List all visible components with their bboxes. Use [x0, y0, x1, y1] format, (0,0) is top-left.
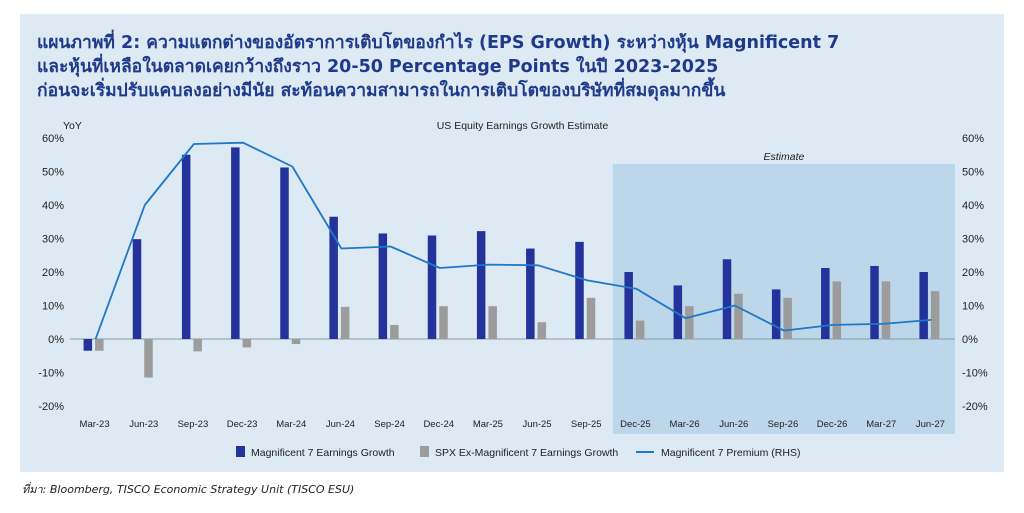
mag7-bar	[919, 272, 928, 339]
spx-ex-mag7-bar	[832, 281, 842, 339]
y-right-tick-label: 50%	[962, 167, 984, 179]
x-tick-label: Mar-24	[276, 419, 306, 430]
legend-spx-swatch	[420, 446, 429, 457]
spx-ex-mag7-bar	[439, 306, 448, 339]
spx-ex-mag7-bar	[488, 306, 497, 339]
y-right-tick-label: 30%	[962, 234, 984, 246]
mag7-bar	[83, 339, 93, 351]
title-line-1: แผนภาพที่ 2: ความแตกต่างของอัตราการเติบโ…	[37, 33, 840, 53]
spx-ex-mag7-bar	[340, 306, 350, 339]
estimate-label: Estimate	[763, 151, 804, 163]
x-tick-label: Mar-26	[670, 419, 700, 430]
spx-ex-mag7-bar	[734, 293, 743, 339]
title-line-2: และหุ้นที่เหลือในตลาดเคยกว้างถึงราว 20-5…	[37, 57, 719, 77]
x-tick-label: Sep-26	[768, 419, 799, 430]
spx-ex-mag7-bar	[685, 306, 694, 339]
mag7-bar	[280, 167, 289, 339]
mag7-bar	[821, 267, 830, 339]
y-left-tick-label: -10%	[38, 368, 64, 380]
y-axis-label: YoY	[63, 120, 82, 132]
legend-mag7-swatch	[236, 446, 245, 457]
mag7-bar	[722, 259, 732, 339]
y-right-tick-label: 0%	[962, 334, 978, 346]
y-left-tick-label: 30%	[42, 234, 64, 246]
mag7-bar	[427, 235, 437, 339]
x-tick-label: Sep-23	[178, 419, 209, 430]
spx-ex-mag7-bar	[144, 339, 153, 378]
x-tick-label: Jun-26	[719, 419, 748, 430]
spx-ex-mag7-bar	[390, 324, 399, 339]
spx-ex-mag7-bar	[930, 291, 940, 339]
spx-ex-mag7-bar	[291, 339, 301, 345]
y-left-tick-label: 20%	[42, 267, 64, 279]
legend-mag7-label: Magnificent 7 Earnings Growth	[251, 447, 395, 459]
mag7-bar	[476, 231, 486, 339]
mag7-bar	[526, 248, 535, 339]
x-tick-label: Mar-27	[866, 419, 896, 430]
y-left-tick-label: 60%	[42, 133, 64, 145]
title-line-3: ก่อนจะเริ่มปรับแคบลงอย่างมีนัย สะท้อนควา…	[37, 81, 726, 101]
mag7-bar	[870, 265, 879, 339]
mag7-bar	[624, 272, 633, 339]
y-right-tick-label: 40%	[962, 200, 984, 212]
legend-spx-label: SPX Ex-Magnificent 7 Earnings Growth	[435, 447, 618, 459]
mag7-bar	[378, 233, 388, 339]
y-right-tick-label: 10%	[962, 301, 984, 313]
y-left-tick-label: -20%	[38, 401, 64, 413]
x-tick-label: Jun-27	[916, 419, 945, 430]
x-tick-label: Dec-24	[423, 419, 454, 430]
y-left-tick-label: 50%	[42, 167, 64, 179]
y-right-tick-label: -20%	[962, 401, 988, 413]
y-right-tick-label: 60%	[962, 133, 984, 145]
source-note: ที่มา: Bloomberg, TISCO Economic Strateg…	[22, 483, 355, 496]
mag7-bar	[329, 216, 338, 339]
y-left-tick-label: 0%	[48, 334, 64, 346]
page-title: แผนภาพที่ 2: ความแตกต่างของอัตราการเติบโ…	[37, 31, 997, 103]
mag7-bar	[231, 147, 240, 339]
x-tick-label: Sep-25	[571, 419, 602, 430]
spx-ex-mag7-bar	[586, 297, 596, 339]
y-right-tick-label: 20%	[962, 267, 984, 279]
x-tick-label: Jun-24	[326, 419, 355, 430]
x-tick-label: Dec-26	[817, 419, 848, 430]
x-tick-label: Sep-24	[374, 419, 405, 430]
spx-ex-mag7-bar	[242, 339, 252, 348]
x-tick-label: Jun-23	[129, 419, 158, 430]
legend-premium-label: Magnificent 7 Premium (RHS)	[661, 447, 800, 459]
x-tick-label: Jun-25	[523, 419, 552, 430]
spx-ex-mag7-bar	[537, 322, 547, 339]
mag7-bar	[771, 289, 781, 339]
spx-ex-mag7-bar	[635, 320, 645, 339]
x-tick-label: Dec-23	[227, 419, 258, 430]
premium-line	[94, 141, 932, 340]
chart-title: US Equity Earnings Growth Estimate	[437, 120, 609, 132]
x-tick-label: Mar-23	[80, 419, 110, 430]
y-left-tick-label: 40%	[42, 200, 64, 212]
x-tick-label: Mar-25	[473, 419, 503, 430]
mag7-bar	[181, 154, 191, 339]
spx-ex-mag7-bar	[783, 297, 792, 339]
mag7-bar	[575, 241, 584, 339]
spx-ex-mag7-bar	[881, 281, 891, 339]
spx-ex-mag7-bar	[193, 339, 202, 352]
y-right-tick-label: -10%	[962, 368, 988, 380]
mag7-bar	[673, 285, 683, 339]
y-left-tick-label: 10%	[42, 301, 64, 313]
mag7-bar	[132, 239, 142, 339]
spx-ex-mag7-bar	[95, 339, 104, 351]
x-tick-label: Dec-25	[620, 419, 651, 430]
